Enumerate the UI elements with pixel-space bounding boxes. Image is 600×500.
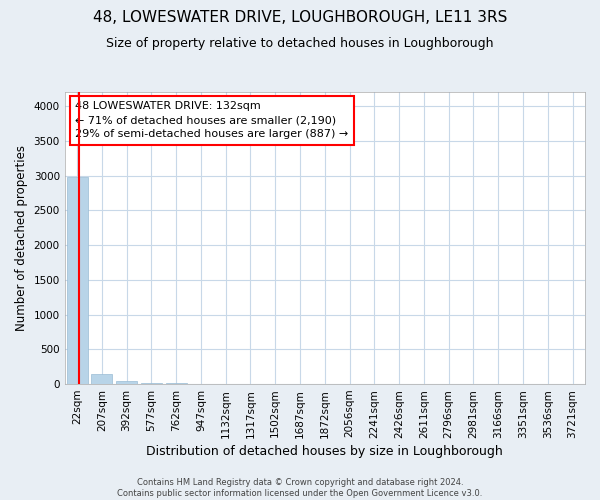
Bar: [141, 382, 162, 384]
Text: Contains HM Land Registry data © Crown copyright and database right 2024.
Contai: Contains HM Land Registry data © Crown c…: [118, 478, 482, 498]
Bar: [116, 381, 137, 384]
Text: 48, LOWESWATER DRIVE, LOUGHBOROUGH, LE11 3RS: 48, LOWESWATER DRIVE, LOUGHBOROUGH, LE11…: [93, 10, 507, 25]
Text: 48 LOWESWATER DRIVE: 132sqm
← 71% of detached houses are smaller (2,190)
29% of : 48 LOWESWATER DRIVE: 132sqm ← 71% of det…: [75, 101, 349, 139]
Y-axis label: Number of detached properties: Number of detached properties: [15, 145, 28, 331]
X-axis label: Distribution of detached houses by size in Loughborough: Distribution of detached houses by size …: [146, 444, 503, 458]
Bar: [91, 374, 112, 384]
Text: Size of property relative to detached houses in Loughborough: Size of property relative to detached ho…: [106, 38, 494, 51]
Bar: [67, 177, 88, 384]
